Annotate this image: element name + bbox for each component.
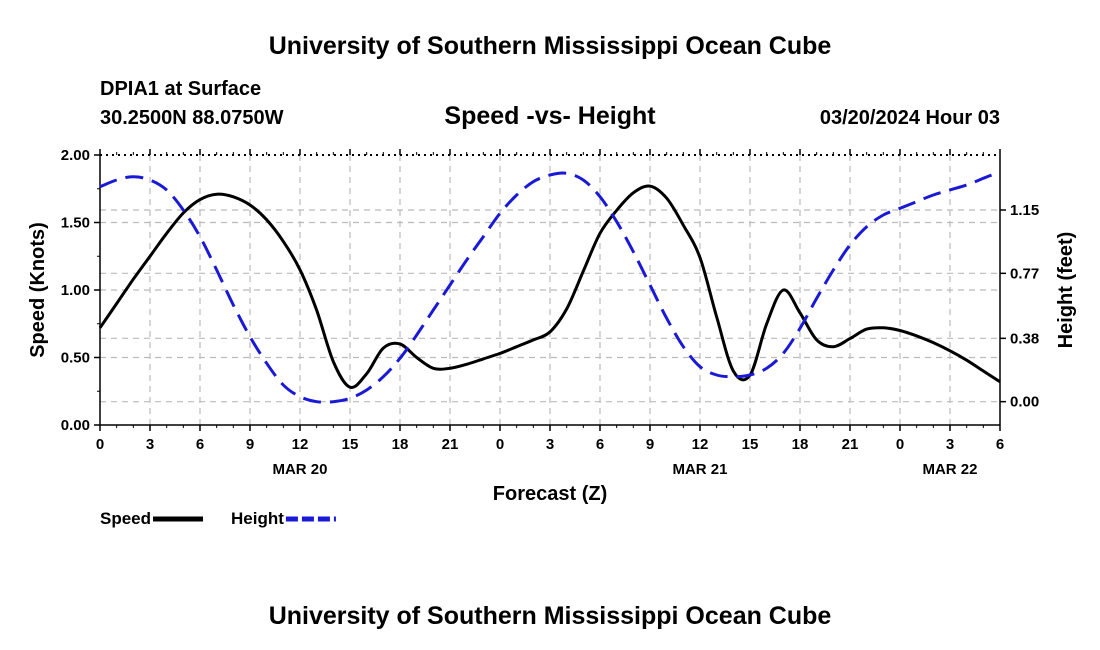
grid <box>100 155 1000 425</box>
x-tick-label: 21 <box>842 436 859 453</box>
y-axis-left-label: Speed (Knots) <box>27 222 49 358</box>
x-tick-label: 6 <box>196 436 204 453</box>
x-tick-label: 0 <box>896 436 904 453</box>
x-axis-label: Forecast (Z) <box>493 483 607 505</box>
y-right-tick-label: 1.15 <box>1010 202 1039 219</box>
title-bottom: University of Southern Mississippi Ocean… <box>269 602 832 630</box>
series-line-speed <box>98 184 1001 389</box>
series-line-height <box>99 170 1001 404</box>
y-right-tick-label: 0.38 <box>1010 330 1039 347</box>
legend: Speed Height <box>100 509 336 528</box>
x-tick-label: 15 <box>742 436 759 453</box>
y-left-tick-label: 2.00 <box>61 147 90 164</box>
date-label: MAR 20 <box>272 461 327 478</box>
x-tick-label: 9 <box>246 436 254 453</box>
title-top: University of Southern Mississippi Ocean… <box>269 32 832 60</box>
x-tick-label: 12 <box>292 436 309 453</box>
chart-title: Speed -vs- Height <box>444 102 656 130</box>
axes <box>94 149 1006 431</box>
x-tick-label: 3 <box>946 436 954 453</box>
y-axis-right-label: Height (feet) <box>1055 232 1077 349</box>
x-tick-label: 3 <box>146 436 154 453</box>
y-right-tick-label: 0.00 <box>1010 394 1039 411</box>
tick-labels: 0 3 6 9 12 15 18 21 0 3 6 9 12 15 18 21 0 3 6 MAR 20 MAR 21 M… <box>61 147 1039 478</box>
x-tick-label: 6 <box>996 436 1004 453</box>
date-label: MAR 22 <box>922 461 977 478</box>
x-tick-label: 6 <box>596 436 604 453</box>
date-label: MAR 21 <box>672 461 727 478</box>
x-tick-label: 12 <box>692 436 709 453</box>
x-tick-label: 9 <box>646 436 654 453</box>
y-left-tick-label: 0.00 <box>61 417 90 434</box>
coords-label: 30.2500N 88.0750W <box>100 107 284 129</box>
series <box>98 170 1001 404</box>
legend-label-height: Height <box>231 509 284 528</box>
x-tick-label: 18 <box>392 436 409 453</box>
x-tick-label: 21 <box>442 436 459 453</box>
legend-label-speed: Speed <box>100 509 151 528</box>
y-left-tick-label: 1.00 <box>61 282 90 299</box>
x-tick-label: 0 <box>96 436 104 453</box>
date-hour-label: 03/20/2024 Hour 03 <box>820 107 1000 129</box>
y-left-tick-label: 1.50 <box>61 215 90 232</box>
y-left-tick-label: 0.50 <box>61 350 90 367</box>
x-tick-label: 3 <box>546 436 554 453</box>
y-right-tick-label: 0.77 <box>1010 265 1039 282</box>
x-tick-label: 18 <box>792 436 809 453</box>
x-tick-label: 0 <box>496 436 504 453</box>
station-label: DPIA1 at Surface <box>100 78 261 100</box>
x-tick-label: 15 <box>342 436 359 453</box>
